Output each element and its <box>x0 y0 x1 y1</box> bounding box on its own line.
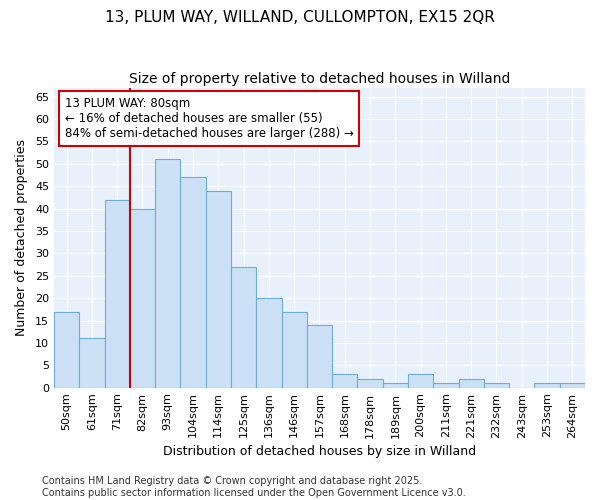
Title: Size of property relative to detached houses in Willand: Size of property relative to detached ho… <box>129 72 510 86</box>
Bar <box>130 208 155 388</box>
X-axis label: Distribution of detached houses by size in Willand: Distribution of detached houses by size … <box>163 444 476 458</box>
Bar <box>433 383 458 388</box>
Bar <box>256 298 281 388</box>
Bar <box>104 200 130 388</box>
Bar <box>383 383 408 388</box>
Y-axis label: Number of detached properties: Number of detached properties <box>15 139 28 336</box>
Bar <box>231 267 256 388</box>
Bar <box>332 374 358 388</box>
Bar <box>484 383 509 388</box>
Bar <box>358 378 383 388</box>
Bar <box>206 190 231 388</box>
Bar <box>408 374 433 388</box>
Bar <box>535 383 560 388</box>
Bar <box>307 325 332 388</box>
Bar <box>560 383 585 388</box>
Text: Contains HM Land Registry data © Crown copyright and database right 2025.
Contai: Contains HM Land Registry data © Crown c… <box>42 476 466 498</box>
Text: 13 PLUM WAY: 80sqm
← 16% of detached houses are smaller (55)
84% of semi-detache: 13 PLUM WAY: 80sqm ← 16% of detached hou… <box>65 96 353 140</box>
Bar <box>54 312 79 388</box>
Bar <box>458 378 484 388</box>
Text: 13, PLUM WAY, WILLAND, CULLOMPTON, EX15 2QR: 13, PLUM WAY, WILLAND, CULLOMPTON, EX15 … <box>105 10 495 25</box>
Bar <box>79 338 104 388</box>
Bar <box>281 312 307 388</box>
Bar <box>181 177 206 388</box>
Bar <box>155 160 181 388</box>
